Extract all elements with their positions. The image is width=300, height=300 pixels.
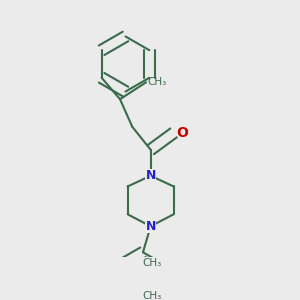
Text: N: N [146,220,156,233]
Text: CH₃: CH₃ [142,258,162,268]
Text: O: O [176,126,188,140]
Text: CH₃: CH₃ [142,291,162,300]
Text: N: N [146,169,156,182]
Text: CH₃: CH₃ [148,77,167,87]
